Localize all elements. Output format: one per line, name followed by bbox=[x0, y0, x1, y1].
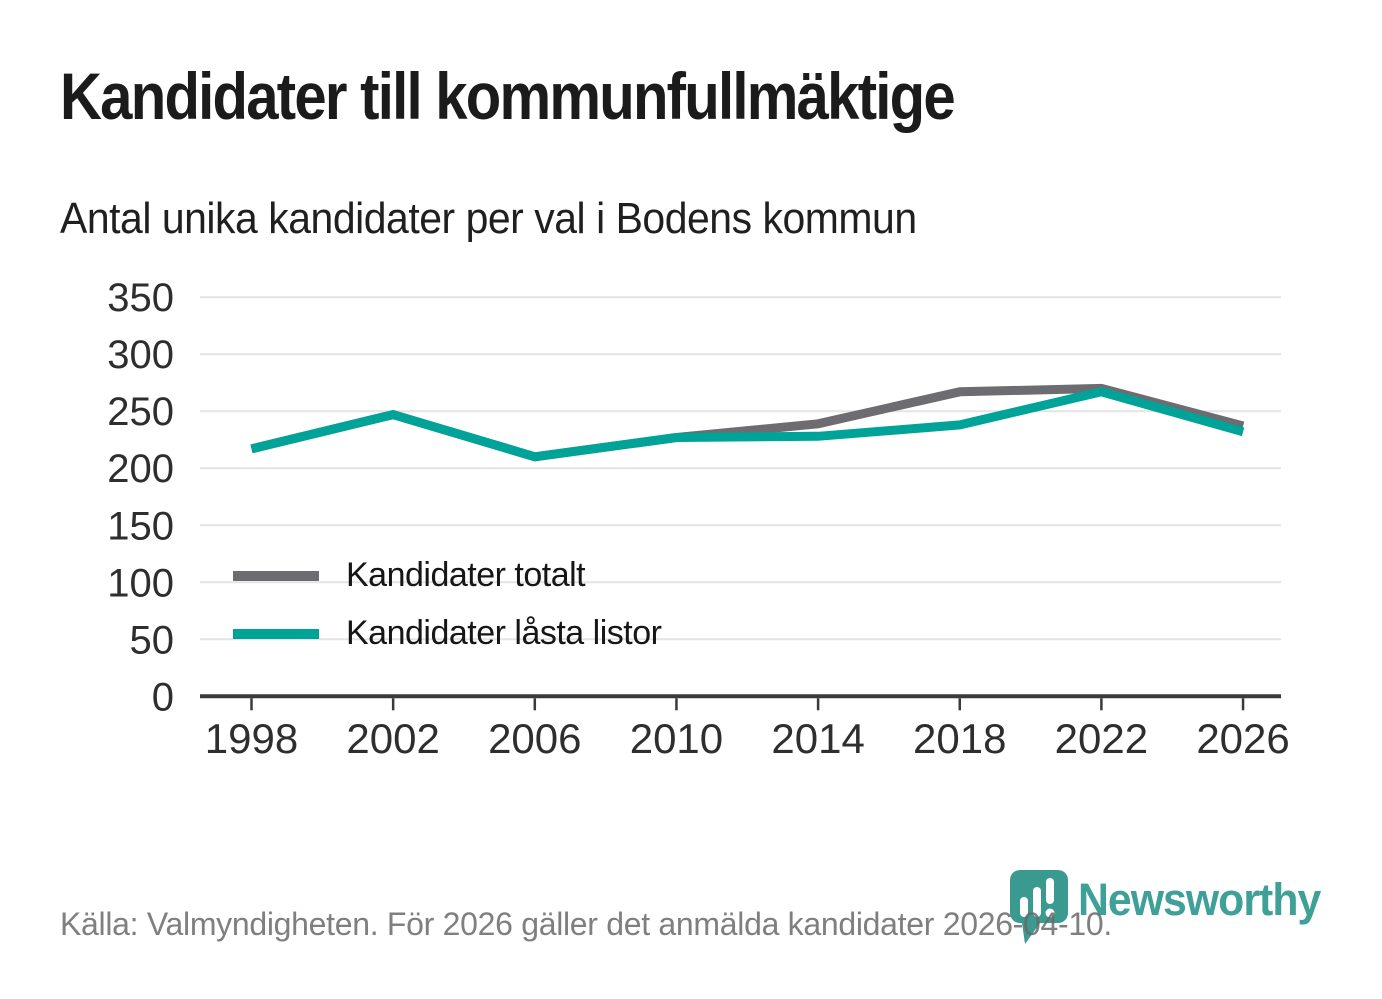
x-tick-label: 2002 bbox=[346, 715, 439, 762]
x-tick-label: 2026 bbox=[1196, 715, 1289, 762]
y-tick-label: 0 bbox=[152, 675, 174, 719]
legend-swatch-total bbox=[233, 570, 319, 581]
y-tick-label: 350 bbox=[107, 276, 174, 320]
page-subtitle: Antal unika kandidater per val i Bodens … bbox=[60, 194, 917, 243]
chart-series-lines bbox=[250, 383, 1245, 462]
series-line-1 bbox=[250, 387, 1245, 462]
x-axis: 1998 2002 2006 2010 2014 2018 2022 2026 bbox=[205, 698, 1290, 762]
legend-swatch-locked-lists bbox=[233, 628, 319, 639]
legend-label-total: Kandidater totalt bbox=[346, 556, 586, 594]
newsworthy-pin-barchart-icon bbox=[1010, 870, 1068, 944]
x-tick-label: 2010 bbox=[630, 715, 723, 762]
y-tick-label: 200 bbox=[107, 447, 174, 491]
x-tick-label: 1998 bbox=[205, 715, 298, 762]
legend-item-total: Kandidater totalt bbox=[233, 553, 661, 598]
series-line-0 bbox=[250, 383, 1245, 462]
y-axis-tick-labels: 0 50 100 150 200 250 300 350 bbox=[107, 276, 174, 719]
page-title: Kandidater till kommunfullmäktige bbox=[60, 59, 956, 133]
newsworthy-logo: Newsworthy bbox=[1008, 868, 1333, 946]
source-note: Källa: Valmyndigheten. För 2026 gäller d… bbox=[60, 906, 1112, 942]
x-tick-label: 2014 bbox=[771, 715, 864, 762]
y-tick-label: 300 bbox=[107, 333, 174, 377]
legend-item-locked-lists: Kandidater låsta listor bbox=[233, 611, 662, 656]
chart-gridlines bbox=[200, 296, 1281, 699]
x-tick-label: 2006 bbox=[488, 715, 581, 762]
y-tick-label: 100 bbox=[107, 561, 174, 605]
newsworthy-logo-text: Newsworthy bbox=[1078, 874, 1321, 925]
y-tick-label: 150 bbox=[107, 504, 174, 548]
legend-label-locked-lists: Kandidater låsta listor bbox=[346, 614, 662, 652]
y-tick-label: 250 bbox=[107, 390, 174, 434]
x-tick-label: 2022 bbox=[1055, 715, 1148, 762]
x-tick-label: 2018 bbox=[913, 715, 1006, 762]
chart-legend: Kandidater totalt Kandidater låsta listo… bbox=[233, 553, 662, 656]
y-tick-label: 50 bbox=[130, 618, 175, 662]
